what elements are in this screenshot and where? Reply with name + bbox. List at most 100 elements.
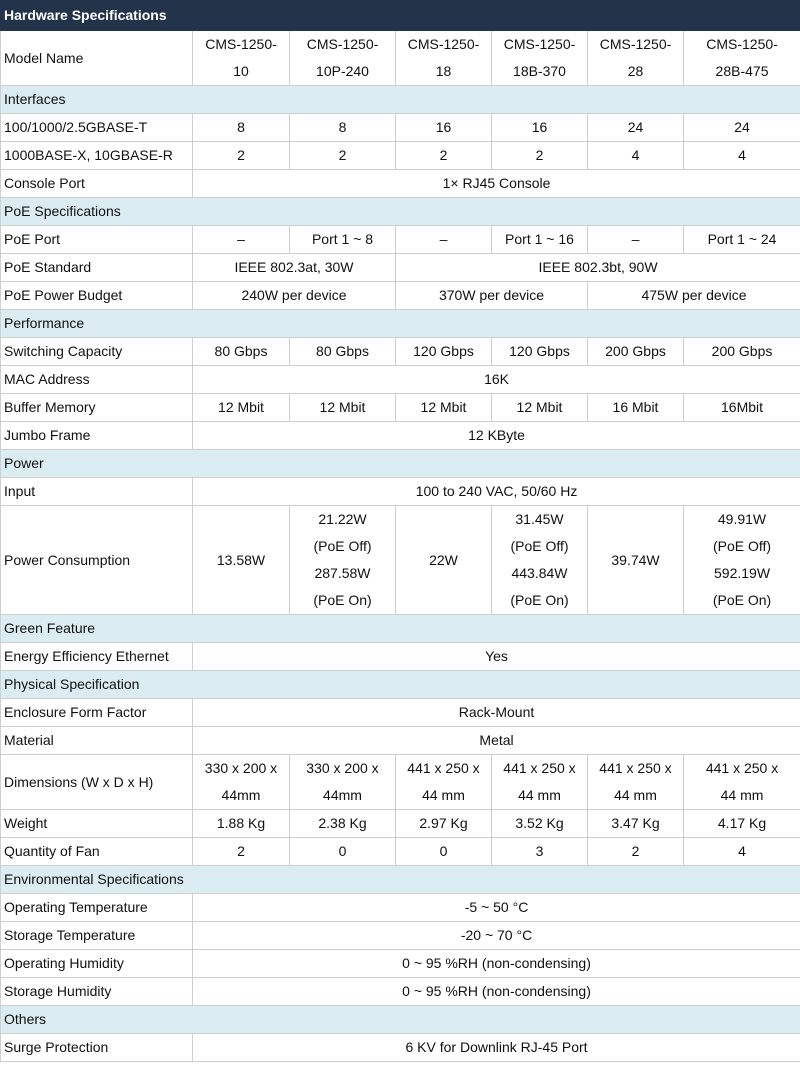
section-header-row: Performance	[0, 309, 800, 338]
spec-row: Input 100 to 240 VAC, 50/60 Hz	[0, 477, 800, 506]
spec-value: 31.45W (PoE Off) 443.84W (PoE On)	[491, 505, 588, 615]
spec-value: 3	[491, 837, 588, 866]
spec-row: Storage Humidity 0 ~ 95 %RH (non-condensi…	[0, 977, 800, 1006]
spec-value: –	[395, 225, 492, 254]
spec-value: 4.17 Kg	[682, 809, 800, 838]
spec-value: Port 1 ~ 16	[491, 225, 588, 254]
spec-value: 12 Mbit	[491, 393, 588, 422]
spec-row: Jumbo Frame 12 KByte	[0, 421, 800, 450]
spec-label: Model Name	[0, 30, 193, 86]
spec-value: 441 x 250 x 44 mm	[491, 754, 588, 810]
spec-value: 240W per device	[192, 281, 396, 310]
spec-value: 12 Mbit	[192, 393, 290, 422]
spec-value: 4	[682, 141, 800, 170]
section-header-row: Environmental Specifications	[0, 865, 800, 894]
spec-value: IEEE 802.3bt, 90W	[394, 253, 800, 282]
spec-label: Storage Temperature	[0, 921, 193, 950]
spec-value: 21.22W (PoE Off) 287.58W (PoE On)	[289, 505, 396, 615]
spec-row: Power Consumption 13.58W 21.22W (PoE Off) …	[0, 505, 800, 615]
spec-label: Jumbo Frame	[0, 421, 193, 450]
spec-row: PoE Port – Port 1 ~ 8– Port 1 ~ 16– Port 1 ~…	[0, 225, 800, 254]
spec-value: 13.58W	[192, 505, 290, 615]
spec-value: 2	[192, 837, 290, 866]
spec-label: Console Port	[0, 169, 193, 198]
spec-value: 100 to 240 VAC, 50/60 Hz	[191, 477, 800, 506]
spec-value: 330 x 200 x 44mm	[192, 754, 290, 810]
spec-row: Operating Temperature -5 ~ 50 °C	[0, 893, 800, 922]
spec-value: -20 ~ 70 °C	[191, 921, 800, 950]
spec-value: 0	[395, 837, 492, 866]
spec-value: 441 x 250 x 44 mm	[395, 754, 492, 810]
spec-value: 2	[491, 141, 588, 170]
spec-value: 24	[682, 113, 800, 142]
spec-value: 1× RJ45 Console	[191, 169, 800, 198]
spec-row: Dimensions (W x D x H) 330 x 200 x 44mm 33…	[0, 754, 800, 810]
spec-value: 0 ~ 95 %RH (non-condensing)	[191, 949, 800, 978]
spec-value: 1.88 Kg	[192, 809, 290, 838]
section-title: Others	[0, 1005, 800, 1034]
spec-value: 12 KByte	[191, 421, 800, 450]
spec-value: CMS-1250- 10P-240	[289, 30, 396, 86]
spec-value: 2.38 Kg	[289, 809, 396, 838]
spec-value: 2	[289, 141, 396, 170]
spec-value: 200 Gbps	[682, 337, 800, 366]
spec-value: 80 Gbps	[192, 337, 290, 366]
table-title-row: Hardware Specifications	[0, 0, 800, 31]
spec-value: 16 Mbit	[587, 393, 684, 422]
spec-value: 49.91W (PoE Off) 592.19W (PoE On)	[682, 505, 800, 615]
spec-value: CMS-1250- 28B-475	[682, 30, 800, 86]
spec-row: Quantity of Fan 2 0 0 3 2 4	[0, 837, 800, 866]
spec-row: PoE Power Budget 240W per device 370W per …	[0, 281, 800, 310]
spec-value: 0 ~ 95 %RH (non-condensing)	[191, 977, 800, 1006]
spec-value: 3.47 Kg	[587, 809, 684, 838]
spec-label: PoE Power Budget	[0, 281, 193, 310]
spec-value: 2	[192, 141, 290, 170]
spec-label: Surge Protection	[0, 1033, 193, 1062]
spec-value: Port 1 ~ 8	[289, 225, 396, 254]
section-title: Performance	[0, 309, 800, 338]
section-header-row: Others	[0, 1005, 800, 1034]
spec-value: 12 Mbit	[395, 393, 492, 422]
section-title: Environmental Specifications	[0, 865, 800, 894]
spec-label: Power Consumption	[0, 505, 193, 615]
spec-value: Metal	[191, 726, 800, 755]
spec-value: 2	[587, 837, 684, 866]
spec-value: –	[587, 225, 684, 254]
spec-row: Switching Capacity 80 Gbps 80 Gbps 120 Gbps…	[0, 337, 800, 366]
spec-row: Energy Efficiency Ethernet Yes	[0, 642, 800, 671]
spec-row: Console Port 1× RJ45 Console	[0, 169, 800, 198]
spec-value: 4	[682, 837, 800, 866]
spec-label: Quantity of Fan	[0, 837, 193, 866]
spec-row: Surge Protection 6 KV for Downlink RJ-45 …	[0, 1033, 800, 1062]
spec-row: MAC Address 16K	[0, 365, 800, 394]
spec-row: PoE Standard IEEE 802.3at, 30W IEEE 802.3b…	[0, 253, 800, 282]
spec-value: Rack-Mount	[191, 698, 800, 727]
spec-value: 4	[587, 141, 684, 170]
spec-value: 16K	[191, 365, 800, 394]
spec-label: Switching Capacity	[0, 337, 193, 366]
section-title: PoE Specifications	[0, 197, 800, 226]
spec-value: 22W	[395, 505, 492, 615]
spec-value: IEEE 802.3at, 30W	[192, 253, 396, 282]
spec-row: Model Name CMS-1250- 10 CMS-1250- 10P-240 C…	[0, 30, 800, 86]
section-title: Power	[0, 449, 800, 478]
spec-value: 2	[395, 141, 492, 170]
spec-value: 16	[491, 113, 588, 142]
spec-value: 330 x 200 x 44mm	[289, 754, 396, 810]
spec-row: Enclosure Form Factor Rack-Mount	[0, 698, 800, 727]
spec-label: Weight	[0, 809, 193, 838]
section-header-row: PoE Specifications	[0, 197, 800, 226]
section-title: Physical Specification	[0, 670, 800, 699]
spec-label: Input	[0, 477, 193, 506]
table-title: Hardware Specifications	[0, 0, 800, 31]
spec-label: Material	[0, 726, 193, 755]
spec-value: 2.97 Kg	[395, 809, 492, 838]
spec-label: MAC Address	[0, 365, 193, 394]
section-title: Interfaces	[0, 85, 800, 114]
spec-label: Energy Efficiency Ethernet	[0, 642, 193, 671]
spec-value: 8	[192, 113, 290, 142]
spec-row: 100/1000/2.5GBASE-T 8 8 16 16 24 24	[0, 113, 800, 142]
spec-value: -5 ~ 50 °C	[191, 893, 800, 922]
spec-value: CMS-1250- 18	[395, 30, 492, 86]
spec-label: Buffer Memory	[0, 393, 193, 422]
